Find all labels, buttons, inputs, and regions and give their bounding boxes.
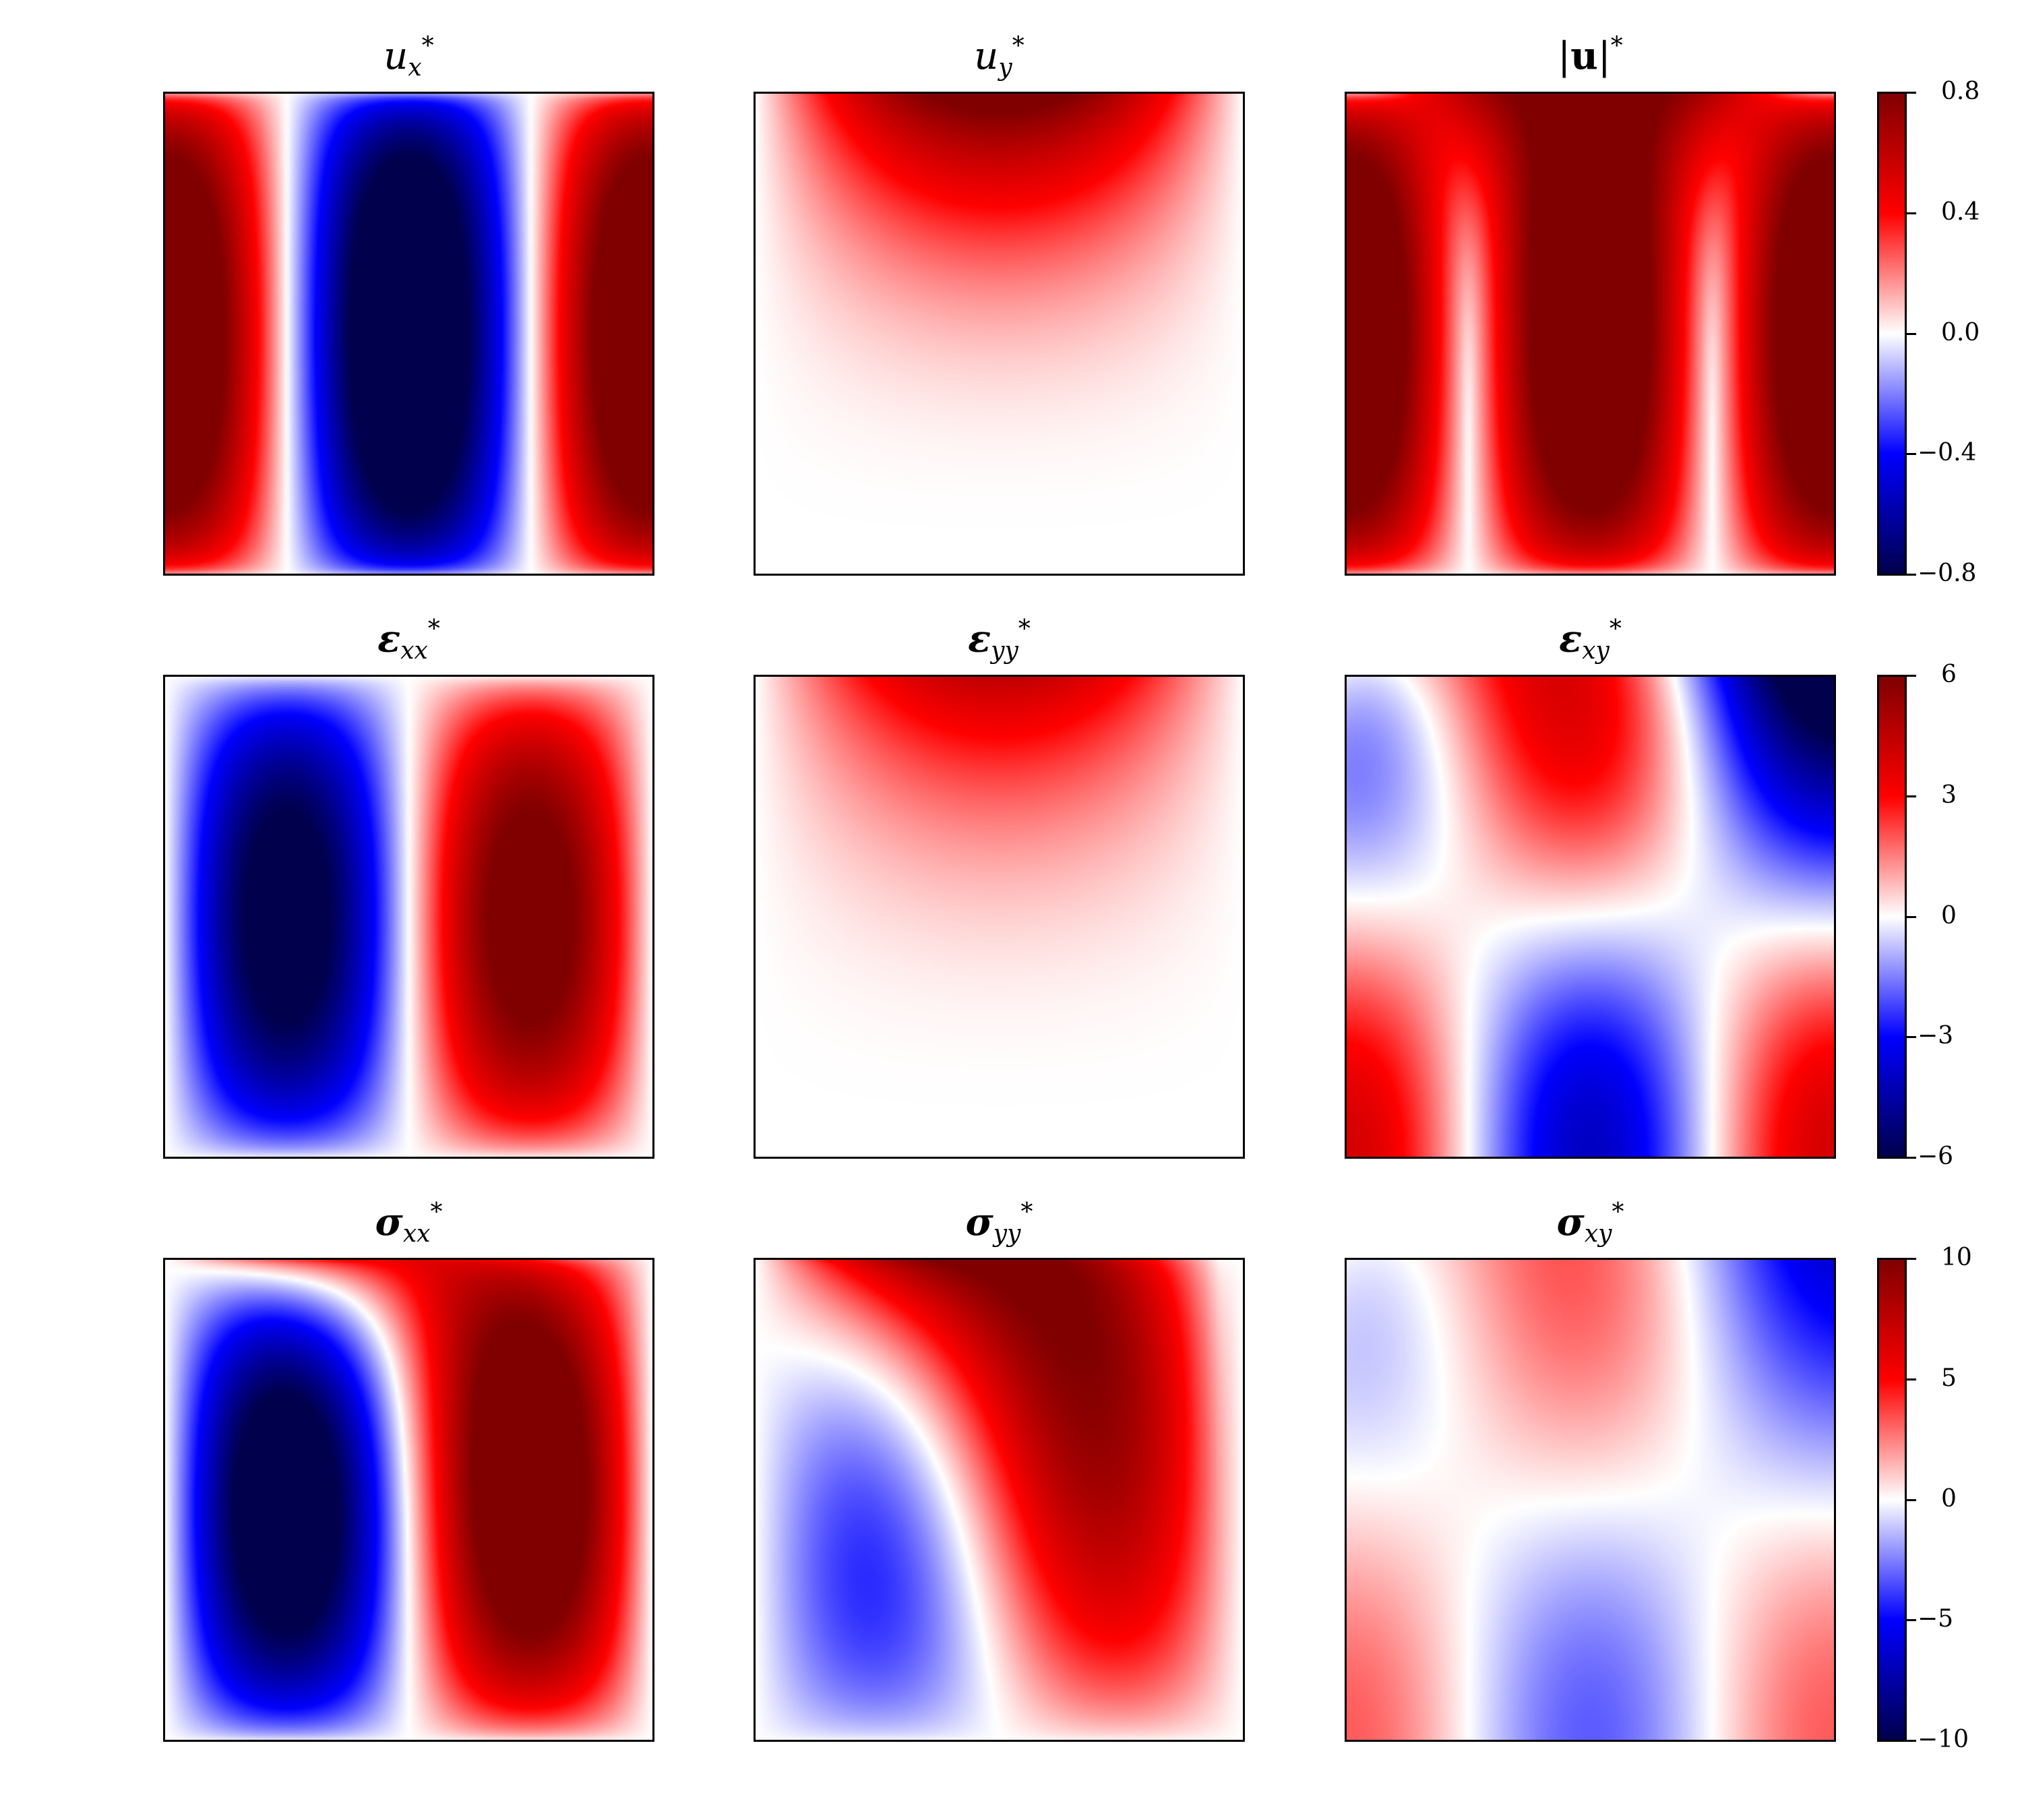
panel-title: εxy*	[1559, 615, 1622, 665]
heatmap-image	[165, 1260, 652, 1740]
panel-title: |u|*	[1558, 32, 1623, 78]
panel-title: εyy*	[968, 615, 1031, 665]
colorbar-tick	[1907, 92, 1916, 94]
colorbar-tick-label: 10	[1941, 1244, 1972, 1271]
heatmap-image	[1347, 1260, 1834, 1740]
heatmap-panel-ux	[163, 92, 654, 576]
colorbar-tick-label: 0	[1941, 1485, 1957, 1513]
colorbar-tick-label: 5	[1941, 1364, 1957, 1392]
heatmap-panel-eyy	[754, 675, 1245, 1159]
panel-title: σxx*	[375, 1199, 443, 1248]
colorbar-tick	[1907, 212, 1916, 214]
colorbar-tick-label: −0.4	[1918, 439, 1977, 466]
colorbar-tick-label: 3	[1941, 781, 1957, 809]
heatmap-panel-uy	[754, 92, 1245, 576]
colorbar-tick	[1907, 1258, 1916, 1260]
colorbar-tick	[1907, 333, 1916, 335]
panel-title: σxy*	[1556, 1199, 1624, 1248]
colorbar-tick	[1907, 1378, 1916, 1381]
heatmap-image	[756, 1260, 1243, 1740]
colorbar-tick	[1907, 1157, 1916, 1159]
colorbar	[1877, 675, 1907, 1159]
colorbar-tick	[1907, 453, 1916, 455]
heatmap-image	[165, 677, 652, 1157]
heatmap-panel-exx	[163, 675, 654, 1159]
heatmap-image	[165, 94, 652, 574]
panel-title: σyy*	[965, 1199, 1033, 1248]
colorbar-tick	[1907, 1740, 1916, 1742]
heatmap-image	[756, 677, 1243, 1157]
heatmap-panel-sxy	[1345, 1258, 1836, 1742]
colorbar-tick-label: 6	[1941, 661, 1957, 688]
heatmap-image	[756, 94, 1243, 574]
colorbar-tick-label: 0.8	[1941, 78, 1980, 105]
colorbar-tick-label: −0.8	[1918, 559, 1977, 587]
colorbar-tick-label: 0	[1941, 902, 1957, 930]
heatmap-panel-sxx	[163, 1258, 654, 1742]
colorbar-tick	[1907, 1036, 1916, 1038]
colorbar-tick-label: −5	[1918, 1605, 1954, 1633]
colorbar	[1877, 92, 1907, 576]
heatmap-panel-umag	[1345, 92, 1836, 576]
heatmap-image	[1347, 94, 1834, 574]
colorbar-tick	[1907, 795, 1916, 797]
colorbar-tick-label: −10	[1918, 1726, 1969, 1753]
panel-title: uy*	[974, 32, 1024, 82]
colorbar-tick-label: 0.4	[1941, 198, 1980, 226]
colorbar-tick	[1907, 574, 1916, 576]
colorbar-tick-label: 0.0	[1941, 319, 1980, 346]
colorbar	[1877, 1258, 1907, 1742]
heatmap-panel-exy	[1345, 675, 1836, 1159]
panel-title: ux*	[384, 32, 434, 82]
colorbar-tick-label: −3	[1918, 1022, 1954, 1050]
colorbar-tick	[1907, 916, 1916, 918]
colorbar-tick	[1907, 1619, 1916, 1621]
colorbar-tick	[1907, 1499, 1916, 1501]
heatmap-image	[1347, 677, 1834, 1157]
colorbar-tick-label: −6	[1918, 1143, 1954, 1170]
heatmap-panel-syy	[754, 1258, 1245, 1742]
colorbar-tick	[1907, 675, 1916, 677]
panel-title: εxx*	[377, 615, 440, 665]
